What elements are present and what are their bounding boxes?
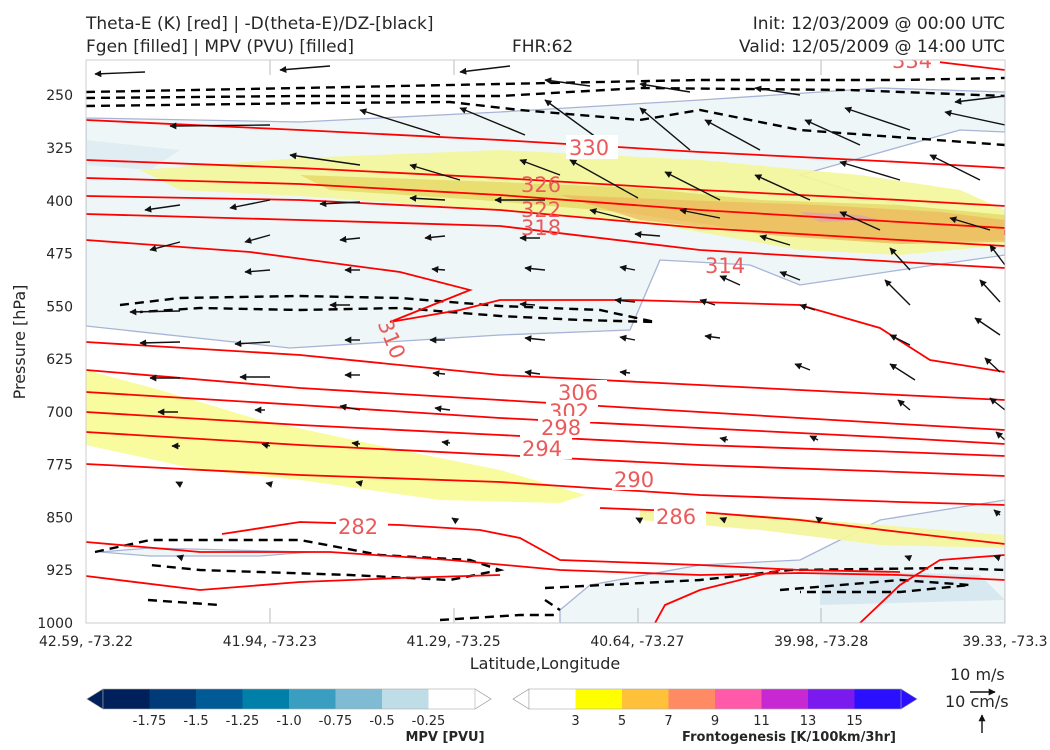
y-tick-label: 400 xyxy=(46,194,73,210)
theta-e-label: 330 xyxy=(569,136,609,160)
colorbar-segment xyxy=(854,689,902,709)
valid-time: Valid: 12/05/2009 @ 14:00 UTC xyxy=(739,37,1005,57)
colorbar-tick-label: 5 xyxy=(618,714,626,729)
theta-e-label: 294 xyxy=(522,437,562,461)
y-tick-label: 775 xyxy=(46,458,73,474)
mpv-darker-patch-2 xyxy=(820,570,1005,605)
colorbar-frame xyxy=(102,688,476,710)
theta-e-label: 334 xyxy=(892,49,932,73)
colorbar-frame xyxy=(528,688,902,710)
colorbar-tick-label: 13 xyxy=(800,714,817,729)
y-tick-label: 1000 xyxy=(37,616,73,632)
colorbar-tick-label: -1.25 xyxy=(226,714,260,729)
wind-vectors xyxy=(94,65,1005,562)
theta-e-labels: 334 330 326 322 318 314 310 306 302 298 … xyxy=(336,49,940,539)
title-line-2: Fgen [filled] | MPV (PVU) [filled] xyxy=(86,37,355,57)
colorbar-tick-label: -1.75 xyxy=(133,714,167,729)
colorbar-tick-label: -0.25 xyxy=(412,714,446,729)
fgen-fill-lower-right xyxy=(640,510,1005,548)
colorbar-segment xyxy=(761,689,809,709)
colorbar-segment xyxy=(289,689,336,709)
x-axis-label: Latitude,Longitude xyxy=(470,654,621,673)
w-vector-key-label: 10 cm/s xyxy=(945,692,1009,711)
theta-e-label: 282 xyxy=(338,515,378,539)
mpv-fill-upper xyxy=(86,87,1005,349)
y-tick-label: 250 xyxy=(46,88,73,104)
init-time: Init: 12/03/2009 @ 00:00 UTC xyxy=(752,14,1005,34)
colorbar-segment xyxy=(428,689,476,709)
title-line-1: Theta-E (K) [red] | -D(theta-E)/DZ-[blac… xyxy=(86,14,434,34)
x-grid-stubs xyxy=(269,60,822,623)
colorbar-tick-label: 7 xyxy=(664,714,672,729)
fgen-colorbar: 3 5 7 9 11 13 15 xyxy=(512,688,918,729)
colorbar-tick-label: 3 xyxy=(571,714,579,729)
y-tick-label: 325 xyxy=(46,141,73,157)
x-tick-label: 41.94, -73.23 xyxy=(223,634,317,650)
y-axis-label: Pressure [hPa] xyxy=(10,285,29,400)
colorbar-extend-min xyxy=(86,688,104,710)
forecast-hour: FHR:62 xyxy=(512,37,574,57)
colorbar-tick-label: -0.75 xyxy=(319,714,353,729)
colorbar-segment xyxy=(529,689,576,709)
colorbar-segment xyxy=(149,689,197,709)
x-tick-label: 40.64, -73.27 xyxy=(590,634,684,650)
theta-e-label: 318 xyxy=(521,216,561,240)
y-tick-label: 925 xyxy=(46,563,73,579)
y-tick-label: 550 xyxy=(46,299,73,315)
x-tick-label: 42.59, -73.22 xyxy=(39,634,133,650)
colorbar-segment xyxy=(196,689,243,709)
colorbar-segment xyxy=(103,689,150,709)
mpv-colorbar: -1.75 -1.5 -1.25 -1.0 -0.75 -0.5 -0.25 xyxy=(86,688,492,729)
colorbar-tick-label: -0.5 xyxy=(369,714,394,729)
colorbar-segment xyxy=(242,689,290,709)
theta-e-label: 290 xyxy=(614,468,654,492)
colorbar-tick-label: 15 xyxy=(846,714,863,729)
y-tick-label: 850 xyxy=(46,510,73,526)
colorbar-tick-label: -1.5 xyxy=(183,714,208,729)
theta-e-contours xyxy=(86,60,1005,623)
theta-e-label: 326 xyxy=(521,173,561,197)
x-tick-label: 39.98, -73.28 xyxy=(774,634,868,650)
y-tick-label: 625 xyxy=(46,352,73,368)
y-tick-label: 475 xyxy=(46,247,73,263)
colorbar-tick-label: 9 xyxy=(711,714,719,729)
mpv-colorbar-title: MPV [PVU] xyxy=(405,730,484,745)
plot-area: 334 330 326 322 318 314 310 306 302 298 … xyxy=(86,49,1005,623)
colorbar-segment xyxy=(715,689,762,709)
colorbar-tick-label: -1.0 xyxy=(276,714,301,729)
theta-e-label: 286 xyxy=(656,505,696,529)
fgen-colorbar-title: Frontogenesis [K/100km/3hr] xyxy=(682,730,896,745)
theta-e-label: 322 xyxy=(521,198,561,222)
colorbar-segment xyxy=(335,689,383,709)
colorbar-extend-min xyxy=(512,688,530,710)
x-axis-ticks: 42.59, -73.22 41.94, -73.23 41.29, -73.25 4… xyxy=(39,634,1048,650)
colorbar-segment xyxy=(382,689,429,709)
colorbar-tick-label: 11 xyxy=(753,714,770,729)
colorbar-extend-max xyxy=(900,688,918,710)
colorbar-segment xyxy=(622,689,669,709)
u-vector-key-label: 10 m/s xyxy=(950,665,1005,684)
x-tick-label: 41.29, -73.25 xyxy=(407,634,501,650)
colorbar-extend-max xyxy=(474,688,492,710)
y-tick-label: 700 xyxy=(46,405,73,421)
colorbar-segment xyxy=(808,689,855,709)
colorbar-segment xyxy=(575,689,623,709)
x-tick-label: 39.33, -73.3 xyxy=(962,634,1047,650)
plot-frame xyxy=(85,59,1006,624)
y-axis-ticks: 250 325 400 475 550 625 700 775 850 925 1000 xyxy=(37,88,73,632)
theta-e-label: 314 xyxy=(705,254,745,278)
colorbar-segment xyxy=(668,689,716,709)
